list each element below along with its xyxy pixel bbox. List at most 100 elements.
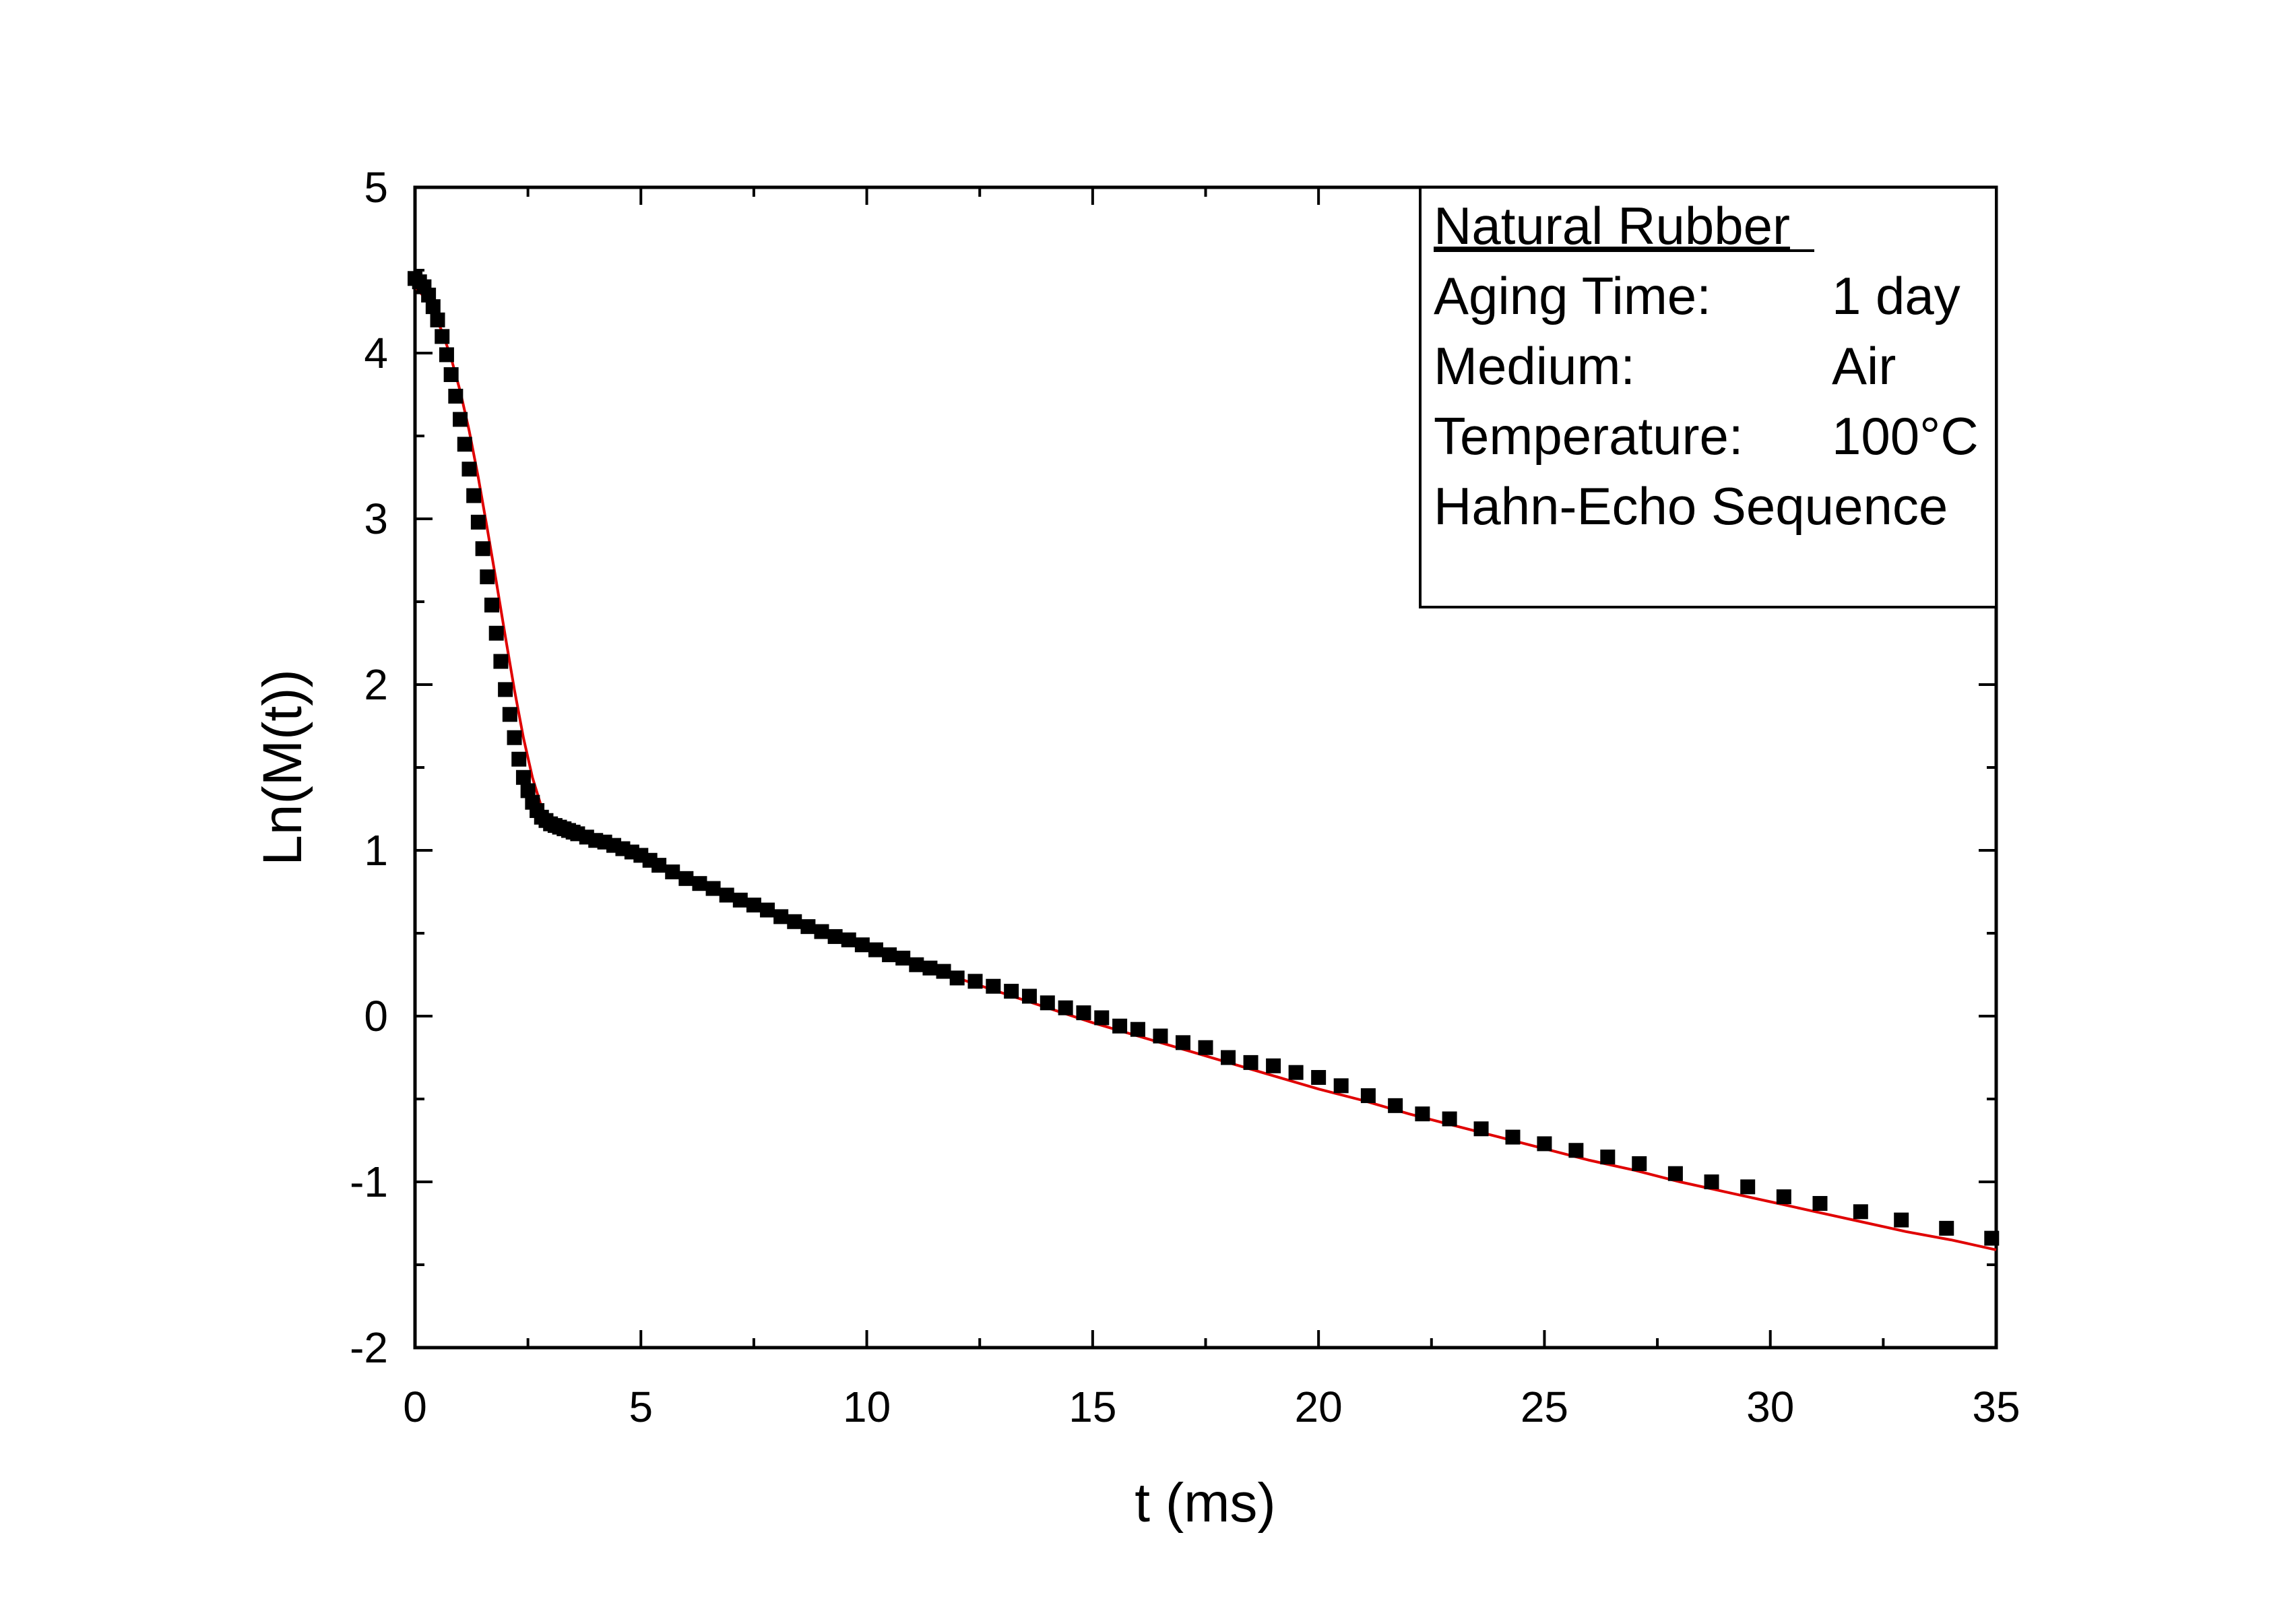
data-point (1505, 1129, 1521, 1145)
y-tick-label: -1 (350, 1158, 388, 1206)
info-label-aging: Aging Time: (1434, 266, 1711, 325)
data-point (1311, 1070, 1327, 1086)
x-tick-label: 15 (1069, 1383, 1116, 1431)
data-point (692, 876, 707, 891)
data-point (760, 902, 775, 918)
info-heading: Natural Rubber (1434, 196, 1790, 255)
data-point (1632, 1156, 1647, 1171)
x-tick-label: 20 (1295, 1383, 1343, 1431)
data-point (1153, 1028, 1168, 1044)
data-point (502, 707, 517, 722)
data-point (493, 654, 509, 669)
data-point (895, 950, 911, 966)
data-point (841, 932, 856, 947)
data-point (435, 329, 450, 344)
info-value-temperature: 100°C (1832, 406, 1979, 466)
data-point (732, 892, 748, 908)
info-label-temperature: Temperature: (1434, 406, 1744, 466)
data-point (448, 388, 464, 404)
data-point (1021, 988, 1037, 1004)
data-point (1939, 1220, 1954, 1236)
data-point (746, 898, 761, 913)
data-point (1094, 1010, 1110, 1026)
data-point (1776, 1189, 1791, 1205)
data-point (1058, 1000, 1073, 1015)
data-point (1812, 1195, 1828, 1211)
data-point (1667, 1166, 1683, 1181)
data-point (773, 909, 789, 924)
data-point (475, 541, 490, 557)
data-point (425, 299, 441, 315)
data-point (1243, 1055, 1258, 1070)
data-point (1175, 1035, 1190, 1050)
data-point (1984, 1230, 2000, 1246)
data-point (986, 978, 1001, 994)
info-box: Natural Rubber Aging Time: 1 day Medium:… (1419, 186, 1998, 608)
data-point (1568, 1143, 1584, 1158)
data-point (1894, 1212, 1909, 1228)
info-value-aging: 1 day (1832, 266, 1960, 325)
data-point (488, 625, 504, 641)
data-point (922, 960, 938, 976)
data-point (827, 929, 843, 944)
data-point (457, 437, 472, 452)
x-tick-label: 0 (403, 1383, 427, 1431)
data-point (1415, 1106, 1430, 1122)
y-tick-label: 0 (364, 992, 388, 1040)
data-point (507, 730, 522, 745)
y-tick-label: 4 (364, 329, 388, 377)
data-point (678, 871, 694, 886)
x-tick-label: 35 (1972, 1383, 2020, 1431)
data-point (511, 751, 527, 767)
data-point (443, 367, 459, 382)
data-point (515, 769, 531, 785)
data-point (1537, 1136, 1552, 1152)
data-point (461, 462, 477, 477)
data-point (1333, 1078, 1349, 1094)
y-tick-label: -2 (350, 1323, 388, 1372)
data-point (430, 312, 445, 327)
data-point (800, 919, 816, 935)
data-point (1388, 1098, 1403, 1113)
data-point (1704, 1174, 1719, 1189)
data-point (854, 937, 870, 953)
data-point (909, 957, 924, 972)
x-tick-label: 30 (1746, 1383, 1794, 1431)
data-point (480, 569, 495, 585)
data-point (453, 412, 468, 427)
data-point (498, 682, 513, 697)
data-point (719, 887, 734, 903)
marker-layer (408, 271, 2000, 1246)
y-tick-label: 2 (364, 660, 388, 709)
data-point (1130, 1021, 1145, 1037)
info-value-medium: Air (1832, 336, 1896, 396)
data-point (1221, 1050, 1236, 1065)
info-box-frame (1419, 186, 1998, 608)
y-tick-label: 1 (364, 826, 388, 875)
y-axis-title: Ln(M(t)) (252, 669, 313, 866)
data-point (421, 287, 437, 303)
tick-labels: 0 5 10 15 20 25 30 35 -2 -1 0 1 2 3 4 5 (350, 163, 2020, 1431)
data-point (665, 864, 680, 879)
x-axis-title: t (ms) (1135, 1472, 1275, 1534)
data-point (1040, 995, 1055, 1011)
data-point (1600, 1150, 1616, 1165)
info-label-medium: Medium: (1434, 336, 1635, 396)
data-point (520, 783, 536, 798)
data-point (814, 924, 829, 939)
data-point (1853, 1204, 1868, 1220)
y-tick-label: 5 (364, 163, 388, 212)
data-point (1473, 1121, 1489, 1137)
data-point (787, 914, 802, 929)
data-point (967, 974, 983, 989)
data-point (936, 964, 951, 979)
data-point (1360, 1088, 1376, 1104)
x-tick-label: 5 (629, 1383, 653, 1431)
info-footer: Hahn-Echo Sequence (1434, 476, 1948, 536)
data-point (470, 514, 486, 530)
data-point (1266, 1058, 1281, 1073)
data-point (949, 970, 965, 986)
data-point (1198, 1040, 1213, 1055)
x-tick-label: 10 (843, 1383, 891, 1431)
data-point (484, 597, 499, 612)
